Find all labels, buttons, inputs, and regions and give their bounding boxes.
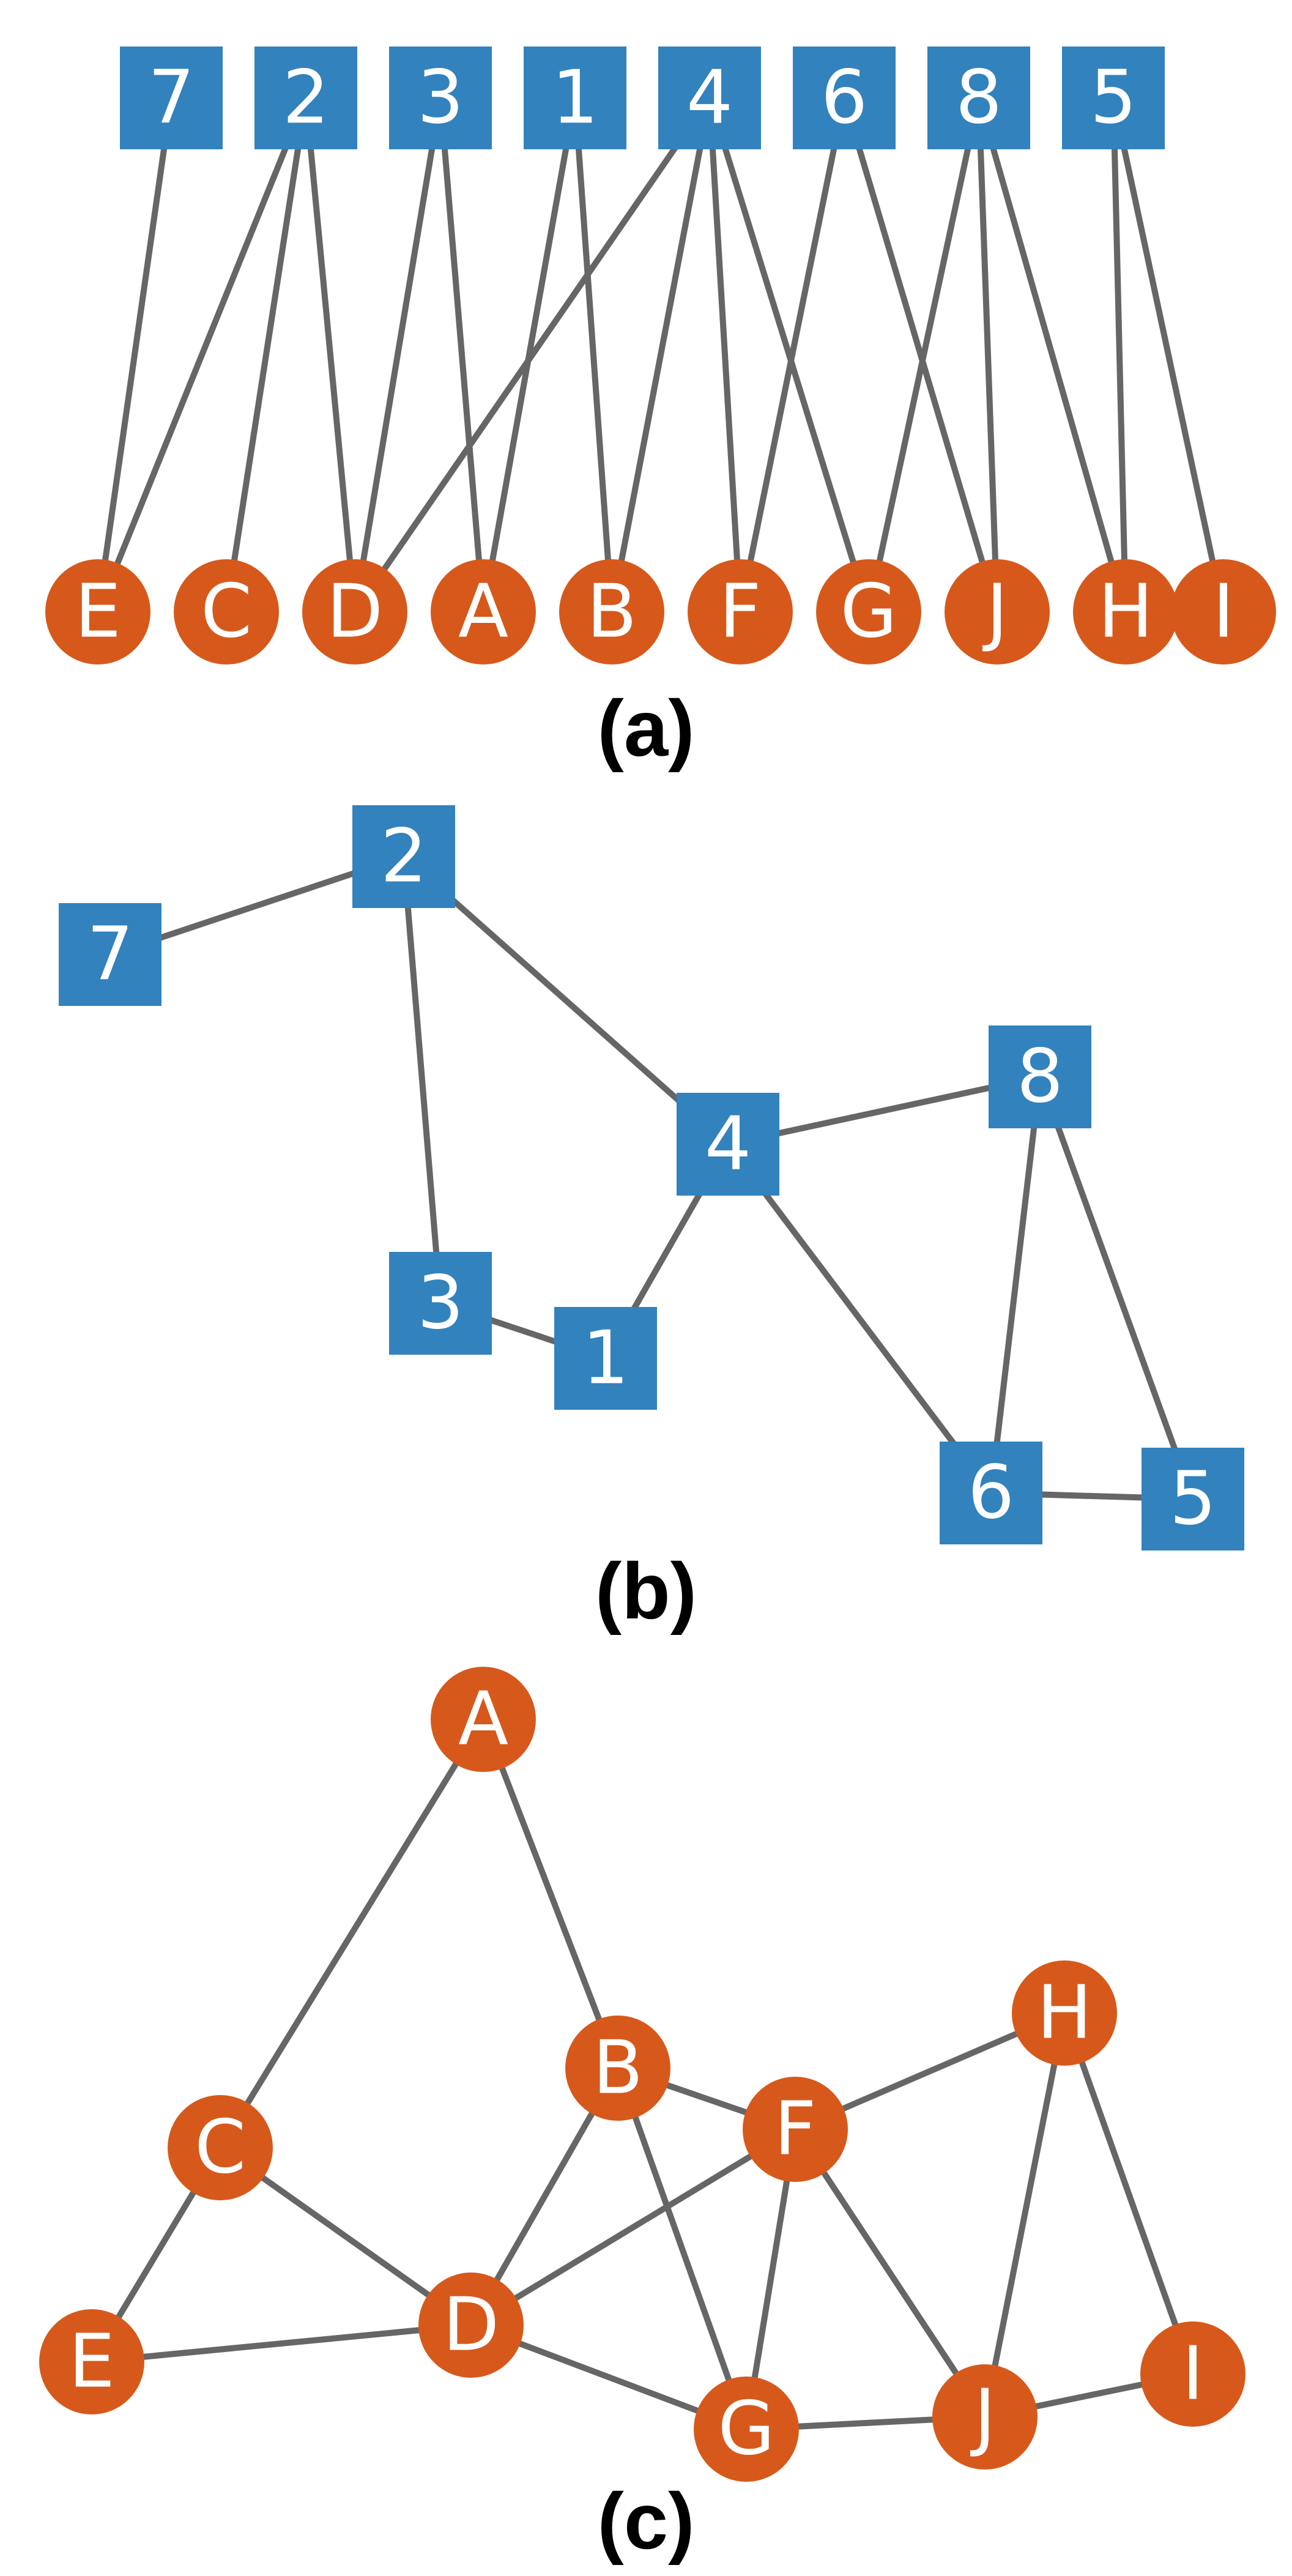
edge [1113,98,1223,612]
node-label: 6 [821,56,867,141]
panel-b: 7 2 3 1 4 8 6 5 [59,805,1244,1550]
node-label: J [982,570,1008,655]
node-label: 2 [283,56,329,141]
node-label: 1 [582,1316,629,1401]
edge [1113,98,1126,612]
edge [306,98,355,612]
edge [404,857,440,1303]
node-label: F [719,570,761,655]
node-label: B [587,570,637,655]
panel-label: (c) [598,2476,695,2566]
edge [355,98,440,612]
edge [618,2068,746,2429]
node-label: C [201,570,252,655]
node-label: 5 [1170,1457,1216,1542]
edge [612,98,710,612]
edge [440,98,483,612]
node-label: B [593,2026,643,2111]
node-label: 7 [87,912,133,997]
node-label: E [75,570,121,655]
node-label: 6 [968,1451,1014,1536]
node-label: 3 [417,1261,464,1346]
node-label: I [1212,570,1234,655]
node-label: D [327,570,383,655]
edge [728,1144,991,1493]
node-label: E [69,2320,115,2405]
panel-a: 7 2 3 1 4 6 8 5 ECDABFGJ HI [45,47,1276,664]
node-label: G [718,2387,775,2472]
node-label: 8 [956,56,1002,141]
node-label: 2 [381,814,427,899]
edge [1064,2013,1193,2374]
node-label: D [443,2283,499,2368]
edge [575,98,612,612]
node-label: H [1037,1971,1092,2056]
edge [220,1719,483,2148]
node-label: 5 [1090,56,1137,141]
edge [979,98,1126,612]
figure-container: { "canvas": { "width": 2112, "height": 4… [0,0,1292,2576]
edge [740,98,844,612]
edge [979,98,997,612]
node-label: 1 [552,56,598,141]
figure-svg: 72314685ECDABFGJHI(a)72314865(b)ABHCFEDG… [0,0,1292,2576]
edge [1040,1077,1193,1499]
node-label: 7 [148,56,195,141]
edge [869,98,979,612]
edge [226,98,306,612]
node-label: A [458,1677,508,1762]
panel-label: (b) [595,1546,697,1636]
node-label: J [970,2375,995,2460]
panel-c: A B H C F E D G J I [39,1667,1246,2482]
node-label: 4 [686,56,733,141]
edge [483,1719,618,2068]
edge [991,1077,1040,1493]
edge [985,2013,1064,2417]
edge [98,98,171,612]
edge [471,2129,795,2325]
edge [355,98,710,612]
node-label: 3 [417,56,464,141]
node-label: I [1182,2332,1203,2417]
node-label: 4 [705,1102,751,1187]
edge [98,98,306,612]
node-label: 8 [1017,1035,1063,1120]
node-label: G [841,570,897,655]
node-label: F [774,2087,816,2172]
node-label: A [458,570,508,655]
node-label: C [195,2105,246,2191]
node-label: H [1098,570,1153,655]
edge [92,2325,471,2362]
panel-label: (a) [598,683,695,773]
